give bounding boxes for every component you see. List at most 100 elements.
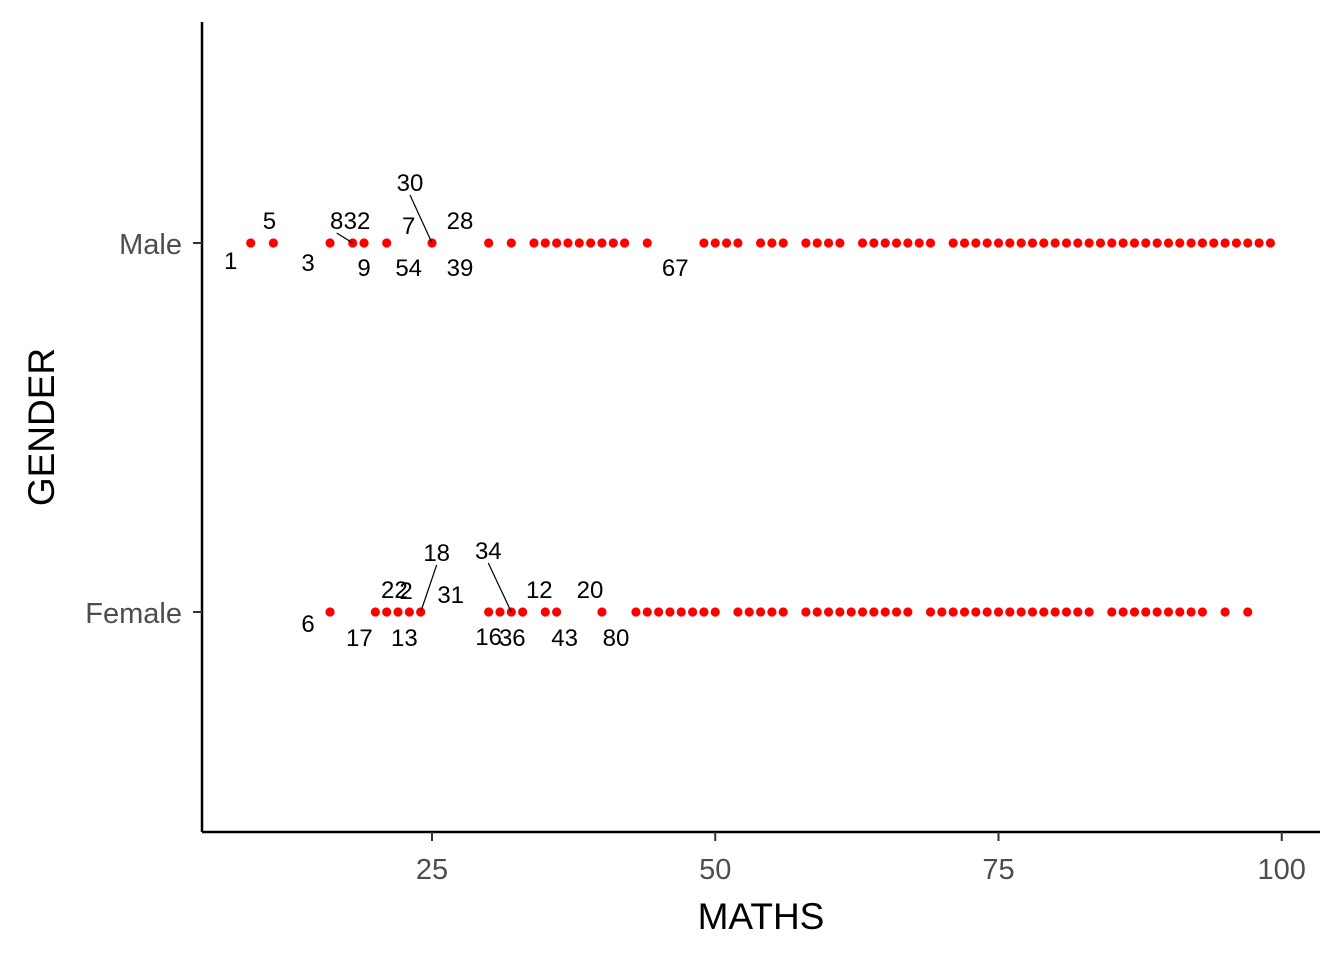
data-point	[1050, 607, 1060, 617]
data-point	[1061, 607, 1072, 617]
point-label: 5	[263, 208, 276, 235]
x-tick-label: 75	[982, 854, 1014, 886]
data-point	[1129, 607, 1140, 617]
data-point	[891, 238, 902, 248]
data-point	[1152, 607, 1162, 617]
data-point	[755, 607, 766, 617]
data-point	[767, 238, 777, 248]
data-point	[1220, 607, 1230, 617]
data-point	[484, 238, 494, 248]
data-point	[246, 238, 256, 248]
data-point	[801, 607, 811, 617]
point-label: 2	[399, 578, 412, 605]
data-point	[891, 607, 902, 617]
data-point	[1129, 238, 1140, 248]
data-point	[971, 607, 981, 617]
data-point	[699, 238, 709, 248]
data-point	[937, 607, 947, 617]
data-point	[574, 238, 584, 248]
point-label: 16	[475, 624, 502, 651]
data-point	[993, 607, 1004, 617]
x-axis-ticks: 25 50 75 100	[416, 832, 1306, 886]
y-axis-title: GENDER	[21, 348, 62, 506]
x-tick-label: 100	[1258, 854, 1306, 886]
label-leader-line	[336, 232, 354, 244]
data-point	[857, 607, 868, 617]
y-tick-label: Male	[119, 229, 182, 261]
data-point	[1175, 238, 1185, 248]
point-label: 32	[344, 208, 371, 235]
data-point	[812, 607, 822, 617]
data-point	[1197, 607, 1208, 617]
point-label: 13	[391, 625, 418, 652]
data-point	[631, 607, 641, 617]
data-point	[620, 238, 630, 248]
data-point	[869, 238, 879, 248]
data-point	[1050, 238, 1060, 248]
data-point	[778, 607, 788, 617]
point-label: 1	[224, 248, 237, 275]
data-point	[767, 607, 777, 617]
data-point	[1209, 238, 1219, 248]
data-point	[721, 238, 732, 248]
data-point	[1084, 238, 1094, 248]
data-point	[1175, 607, 1185, 617]
data-point	[1141, 607, 1151, 617]
data-point	[880, 607, 890, 617]
data-point	[1186, 607, 1196, 617]
point-label: 17	[346, 625, 373, 652]
data-point	[495, 607, 505, 617]
label-leader-line	[409, 194, 433, 244]
data-point	[733, 238, 743, 248]
x-tick-label: 25	[416, 854, 448, 886]
data-point	[982, 238, 992, 248]
data-point	[993, 238, 1004, 248]
point-label: 31	[437, 582, 464, 609]
data-point	[1039, 238, 1049, 248]
label-leader-line	[420, 564, 438, 613]
points-layer	[246, 238, 1276, 617]
data-point	[959, 607, 970, 617]
data-point	[642, 238, 652, 248]
point-label: 9	[357, 255, 370, 282]
y-tick-label: Female	[85, 598, 182, 630]
data-point	[597, 607, 607, 617]
data-point	[880, 238, 890, 248]
point-label: 3	[301, 250, 314, 277]
data-point	[687, 607, 698, 617]
data-point	[835, 607, 845, 617]
data-point	[823, 607, 834, 617]
data-point	[823, 238, 834, 248]
data-point	[1027, 607, 1038, 617]
data-point	[1118, 607, 1128, 617]
data-point	[518, 607, 528, 617]
point-label: 28	[447, 208, 474, 235]
data-point	[597, 238, 607, 248]
data-point	[529, 238, 539, 248]
data-point	[925, 238, 936, 248]
data-point	[869, 607, 879, 617]
data-point	[744, 607, 754, 617]
data-point	[404, 607, 414, 617]
label-leader-line	[487, 562, 512, 613]
point-label: 18	[423, 540, 450, 567]
point-label: 22	[381, 577, 408, 604]
point-label: 7	[402, 213, 415, 240]
point-label: 12	[526, 577, 553, 604]
data-point	[1265, 238, 1276, 248]
data-point	[948, 607, 958, 617]
data-point	[1197, 238, 1208, 248]
data-point	[642, 607, 652, 617]
x-tick-label: 50	[699, 854, 731, 886]
point-label: 54	[395, 255, 422, 282]
point-label: 8	[330, 208, 343, 235]
data-point	[1027, 238, 1038, 248]
data-point	[1005, 238, 1015, 248]
data-point	[1107, 607, 1117, 617]
data-point	[1016, 238, 1026, 248]
data-point	[1254, 238, 1264, 248]
data-point	[755, 238, 766, 248]
data-point	[1061, 238, 1072, 248]
point-label: 80	[603, 625, 630, 652]
